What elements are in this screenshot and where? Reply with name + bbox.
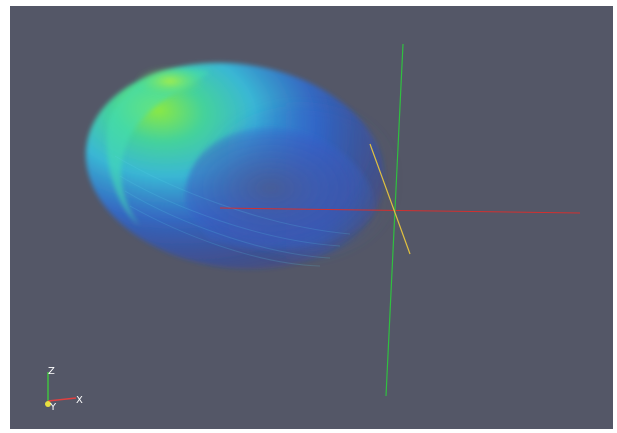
orientation-y-axis xyxy=(45,401,51,407)
orientation-x-axis xyxy=(47,397,77,402)
center-axes xyxy=(219,43,581,397)
center-axis-x xyxy=(219,207,581,214)
render-viewport[interactable]: Z Y X xyxy=(10,6,613,429)
orientation-axes-widget: Z Y X xyxy=(45,366,83,413)
volume-render xyxy=(85,62,400,270)
center-axis-z xyxy=(385,43,404,397)
center-axis-y xyxy=(369,143,411,255)
orientation-y-label: Y xyxy=(49,402,57,413)
orientation-z-label: Z xyxy=(48,366,55,377)
scene-canvas[interactable]: Z Y X xyxy=(10,6,613,429)
orientation-x-label: X xyxy=(76,395,83,406)
